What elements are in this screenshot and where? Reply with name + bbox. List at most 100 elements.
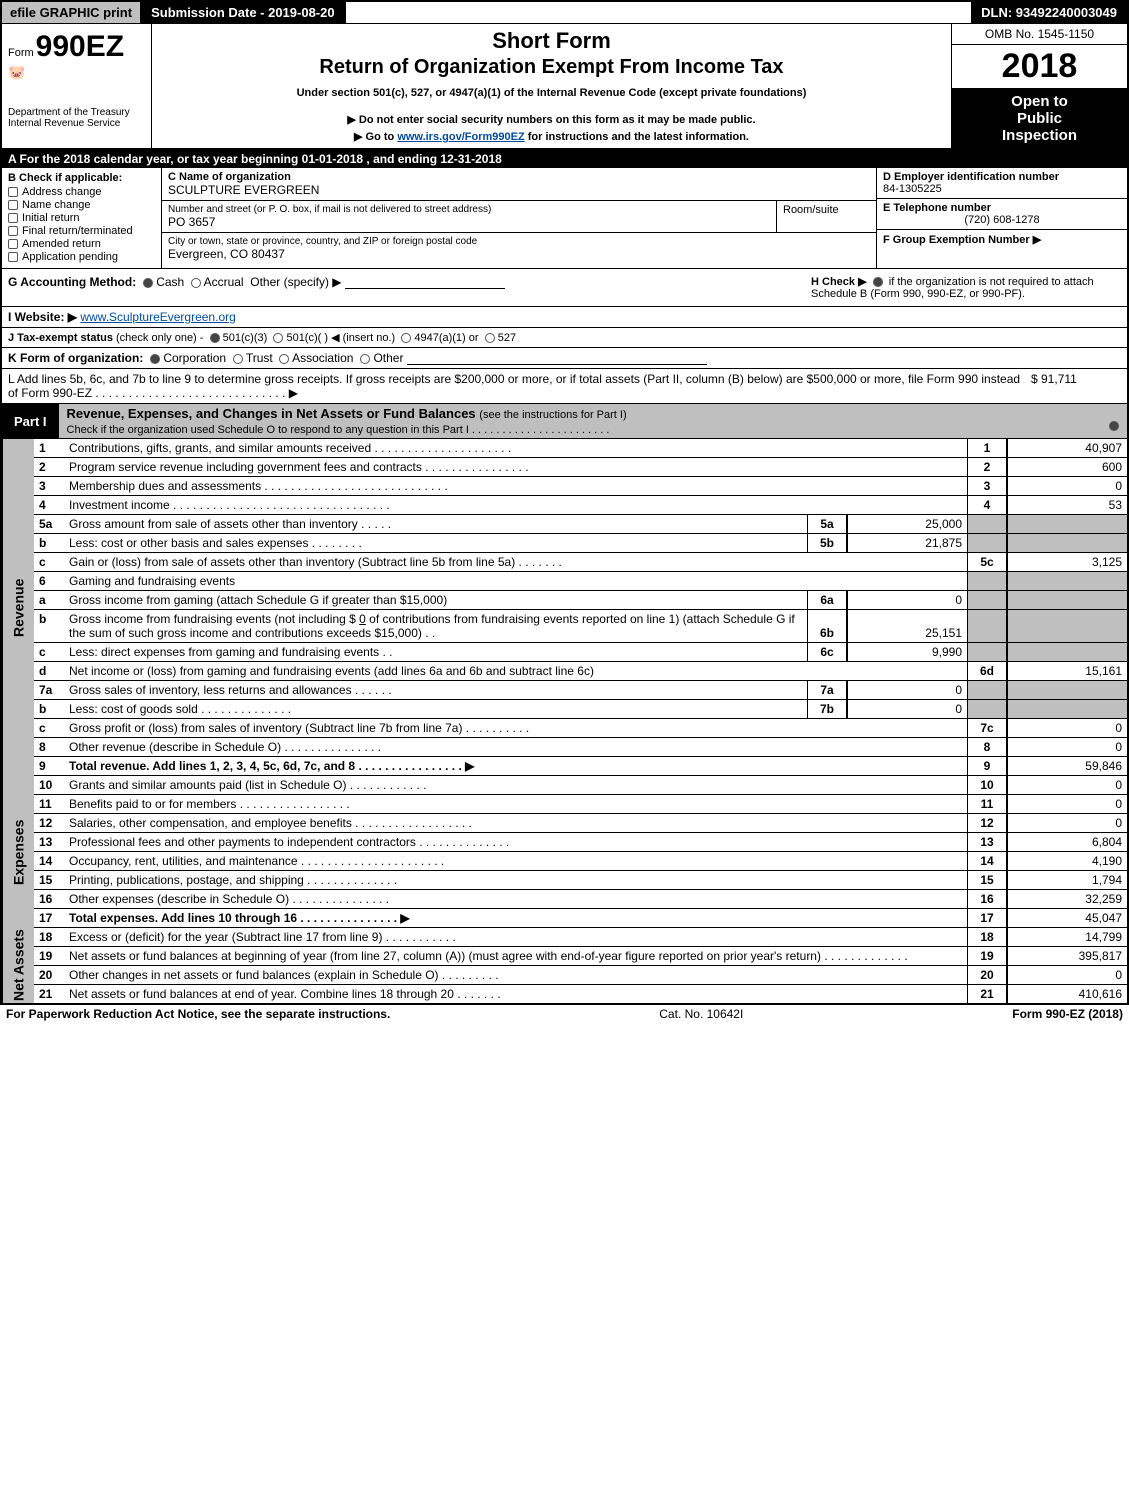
ln-no: 21: [34, 985, 64, 1003]
radio-other-org[interactable]: [360, 354, 370, 364]
ln-amt-shade: [1007, 643, 1127, 662]
chk-final-return[interactable]: Final return/terminated: [8, 225, 155, 237]
ln-sno: 5b: [807, 534, 847, 553]
radio-527[interactable]: [485, 333, 495, 343]
ln-sno: 6b: [807, 610, 847, 643]
ln-desc-pre: Gross income from fundraising events (no…: [69, 612, 359, 626]
city-row: City or town, state or province, country…: [162, 233, 876, 264]
line-21: 21 Net assets or fund balances at end of…: [34, 985, 1127, 1003]
ln-rno: 21: [967, 985, 1007, 1003]
ln-amt: 14,799: [1007, 928, 1127, 947]
piggy-icon: 🐷: [8, 64, 145, 81]
row-g: G Accounting Method: Cash Accrual Other …: [8, 275, 811, 300]
chk-label: Application pending: [22, 251, 118, 263]
j-o2: 501(c)( ) ◀ (insert no.): [286, 332, 395, 344]
l-text: L Add lines 5b, 6c, and 7b to line 9 to …: [8, 372, 1031, 400]
checkbox-icon: [8, 187, 18, 197]
radio-cash[interactable]: [143, 278, 153, 288]
radio-501c3[interactable]: [210, 333, 220, 343]
goto-link[interactable]: www.irs.gov/Form990EZ: [397, 131, 524, 143]
radio-accrual[interactable]: [191, 278, 201, 288]
chk-app-pending[interactable]: Application pending: [8, 251, 155, 263]
cat-no: Cat. No. 10642I: [659, 1007, 743, 1021]
ln-rno: 20: [967, 966, 1007, 985]
schedule-o-check[interactable]: [1109, 421, 1119, 431]
topbar-spacer: [346, 2, 972, 23]
room-suite: Room/suite: [776, 201, 876, 232]
ln-amt: 0: [1007, 738, 1127, 757]
ln-samt: 0: [847, 700, 967, 719]
radio-corp[interactable]: [150, 354, 160, 364]
dln: DLN: 93492240003049: [971, 2, 1127, 23]
radio-assoc[interactable]: [279, 354, 289, 364]
inspection: Inspection: [956, 127, 1123, 144]
radio-h[interactable]: [873, 277, 883, 287]
ln-rno-shade: [967, 643, 1007, 662]
line-6a: a Gross income from gaming (attach Sched…: [34, 591, 1127, 610]
ln-no: 3: [34, 477, 64, 496]
line-1: 1 Contributions, gifts, grants, and simi…: [34, 439, 1127, 458]
ln-samt: 21,875: [847, 534, 967, 553]
tel-label: E Telephone number: [883, 202, 1121, 214]
radio-trust[interactable]: [233, 354, 243, 364]
street: PO 3657: [168, 215, 770, 229]
ln-amt: 0: [1007, 776, 1127, 795]
line-6: 6 Gaming and fundraising events: [34, 572, 1127, 591]
ln-sno: 6c: [807, 643, 847, 662]
do-not-ssn: ▶ Do not enter social security numbers o…: [158, 113, 945, 126]
chk-initial-return[interactable]: Initial return: [8, 212, 155, 224]
ln-no: 1: [34, 439, 64, 458]
radio-501c[interactable]: [273, 333, 283, 343]
tel: (720) 608-1278: [883, 214, 1121, 226]
line-12: 12 Salaries, other compensation, and emp…: [34, 814, 1127, 833]
ln-samt: 0: [847, 591, 967, 610]
ln-rno: 3: [967, 477, 1007, 496]
checkbox-icon: [8, 200, 18, 210]
ln-amt-shade: [1007, 515, 1127, 534]
checkbox-icon: [8, 239, 18, 249]
ln-desc-bold: Total expenses. Add lines 10 through 16 …: [69, 911, 410, 925]
ln-rno: 19: [967, 947, 1007, 966]
cash: Cash: [156, 275, 184, 289]
radio-4947[interactable]: [401, 333, 411, 343]
ln-desc: Gross income from gaming (attach Schedul…: [64, 591, 807, 610]
ln-no: d: [34, 662, 64, 681]
k-o2: Trust: [246, 351, 273, 365]
row-i: I Website: ▶ www.SculptureEvergreen.org: [2, 307, 1127, 328]
ln-desc: Program service revenue including govern…: [64, 458, 967, 477]
ln-no: 4: [34, 496, 64, 515]
ln-samt: 25,000: [847, 515, 967, 534]
efile-print-button[interactable]: efile GRAPHIC print: [2, 2, 141, 23]
ln-desc: Total expenses. Add lines 10 through 16 …: [64, 909, 967, 928]
part-1-label: Part I: [2, 412, 59, 431]
chk-amended[interactable]: Amended return: [8, 238, 155, 250]
ln-rno: 14: [967, 852, 1007, 871]
chk-name-change[interactable]: Name change: [8, 199, 155, 211]
row-gh: G Accounting Method: Cash Accrual Other …: [2, 269, 1127, 307]
ln-no: 12: [34, 814, 64, 833]
ln-amt-shade: [1007, 591, 1127, 610]
line-6c: c Less: direct expenses from gaming and …: [34, 643, 1127, 662]
paperwork-reduction: For Paperwork Reduction Act Notice, see …: [6, 1007, 390, 1021]
h-label: H Check ▶: [811, 276, 867, 288]
ln-no: 20: [34, 966, 64, 985]
col-b-header: B Check if applicable:: [8, 172, 155, 184]
ln-desc: Membership dues and assessments . . . . …: [64, 477, 967, 496]
ln-desc: Gross amount from sale of assets other t…: [64, 515, 807, 534]
ln-amt: 32,259: [1007, 890, 1127, 909]
revenue-side-label: Revenue: [2, 439, 34, 776]
row-j: J Tax-exempt status (check only one) - 5…: [2, 328, 1127, 348]
line-16: 16 Other expenses (describe in Schedule …: [34, 890, 1127, 909]
ln-rno-shade: [967, 515, 1007, 534]
website-link[interactable]: www.SculptureEvergreen.org: [80, 310, 235, 324]
line-13: 13 Professional fees and other payments …: [34, 833, 1127, 852]
section-a-mid: , and ending: [366, 152, 440, 166]
ln-no: 10: [34, 776, 64, 795]
city: Evergreen, CO 80437: [168, 247, 870, 261]
part-1-subtitle: Check if the organization used Schedule …: [67, 424, 610, 436]
chk-address-change[interactable]: Address change: [8, 186, 155, 198]
tax-end: 12-31-2018: [440, 152, 501, 166]
ln-amt: 395,817: [1007, 947, 1127, 966]
other-blank: [345, 277, 505, 289]
ln-desc: Other changes in net assets or fund bala…: [64, 966, 967, 985]
